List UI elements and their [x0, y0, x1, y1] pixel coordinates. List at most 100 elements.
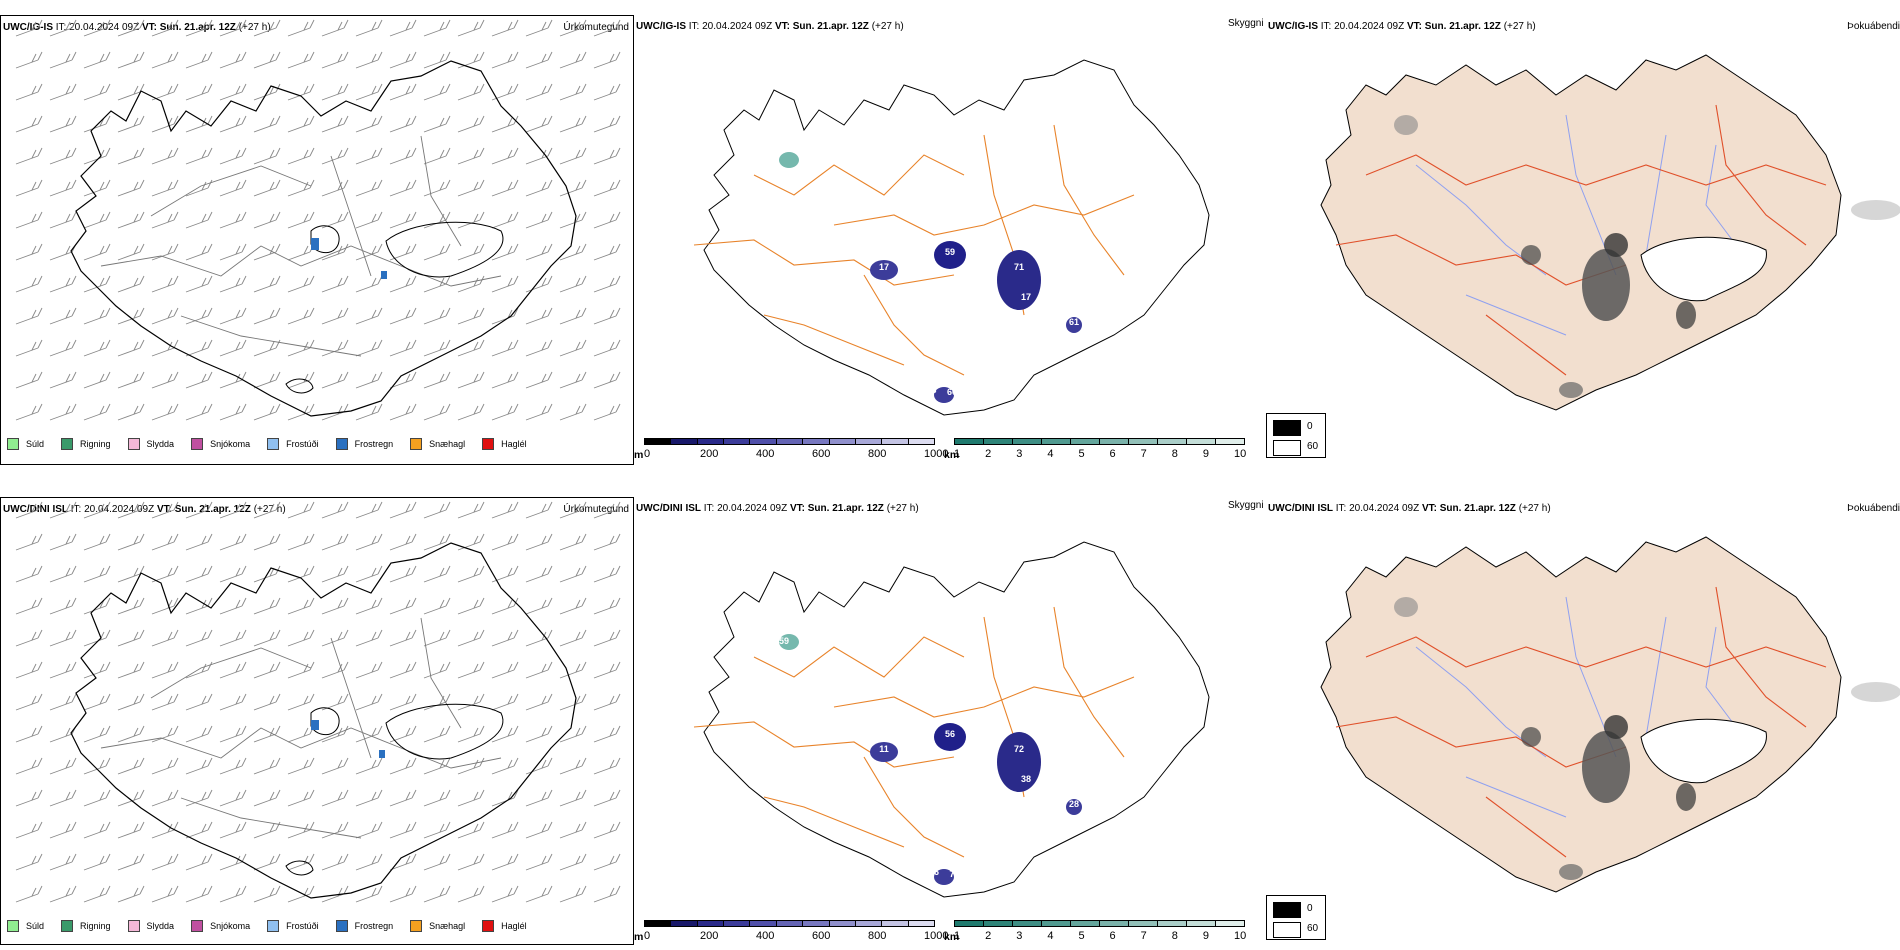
wind-barb [185, 821, 213, 839]
wind-barb [49, 307, 77, 325]
colorbar-tick: 3 [1016, 930, 1023, 942]
colorbar-segment [1157, 920, 1187, 927]
legend-label: Haglél [501, 439, 527, 449]
wind-barb [151, 597, 179, 615]
wind-barb [559, 51, 587, 69]
wind-barb [49, 661, 77, 679]
legend-item: Snjókoma [191, 438, 250, 450]
wind-barb [15, 821, 43, 839]
ceiling-label: 59 [945, 247, 955, 257]
colorbar-segment [881, 438, 909, 445]
wind-barb [389, 533, 417, 551]
wind-barb [355, 275, 383, 293]
fog-legend: 0 60 [1266, 413, 1326, 458]
ceiling-label: 17 [879, 262, 889, 272]
wind-barb [287, 243, 315, 261]
wind-barb [457, 821, 485, 839]
wind-barb [491, 371, 519, 389]
legend-item: Snæhagl [410, 438, 465, 450]
wind-barb [457, 725, 485, 743]
glacier [285, 860, 314, 876]
wind-barb [83, 275, 111, 293]
wind-barb [219, 371, 247, 389]
wind-barb [15, 307, 43, 325]
colorbar-segment [1070, 438, 1100, 445]
wind-barb [559, 693, 587, 711]
wind-barb [219, 725, 247, 743]
wind-barb [15, 597, 43, 615]
it-value: 20.04.2024 09Z [1334, 21, 1405, 32]
wind-barb [15, 115, 43, 133]
wind-barb [185, 339, 213, 357]
colorbar-segment [1128, 438, 1158, 445]
wind-barb [117, 533, 145, 551]
colorbar-tick: 9 [1202, 448, 1209, 460]
wind-barb [423, 597, 451, 615]
roads [693, 124, 1135, 376]
wind-barb [457, 885, 485, 903]
colorbar-tick: 800 [868, 448, 887, 460]
wind-barb [83, 533, 111, 551]
precip-map [15, 501, 621, 903]
wind-barb [219, 243, 247, 261]
wind-barb [491, 725, 519, 743]
wind-barb [185, 533, 213, 551]
wind-barb [457, 19, 485, 37]
wind-barb [15, 629, 43, 647]
wind-barb [525, 51, 553, 69]
iceland-coastline [703, 59, 1210, 416]
ceiling-patches [779, 634, 1082, 885]
legend-swatch [267, 920, 280, 932]
wind-barb [593, 83, 621, 101]
wind-barb [457, 629, 485, 647]
wind-barb [593, 371, 621, 389]
panel-title: Skyggni [1228, 18, 1264, 29]
colorbar-tick: 1 [954, 448, 961, 460]
wind-barb [49, 147, 77, 165]
wind-barb [389, 371, 417, 389]
iceland-land [1320, 536, 1842, 893]
wind-barb [525, 629, 553, 647]
legend-swatch [267, 438, 280, 450]
colorbar-tick: 8 [1171, 448, 1178, 460]
wind-barb [253, 339, 281, 357]
wind-barb [593, 565, 621, 583]
wind-barb [457, 371, 485, 389]
colorbar-segment [828, 920, 856, 927]
wind-barb [151, 243, 179, 261]
wind-barb [219, 147, 247, 165]
wind-barb [355, 757, 383, 775]
wind-barb [457, 853, 485, 871]
wind-barb [185, 693, 213, 711]
wind-barb [559, 821, 587, 839]
cloud-base-panel-row1: UWC/IG-IS IT: 20.04.2024 09Z VT: Sun. 21… [634, 15, 1266, 465]
wind-barb [355, 339, 383, 357]
wind-barb [287, 275, 315, 293]
wind-barb [185, 83, 213, 101]
wind-barb [491, 339, 519, 357]
wind-barb [287, 51, 315, 69]
legend-label: Slydda [146, 439, 175, 449]
wind-barb [389, 51, 417, 69]
wind-barb [219, 821, 247, 839]
wind-barb [117, 275, 145, 293]
panel-title: Úrkomutegund [563, 504, 629, 515]
ceiling-label: 38 [1021, 774, 1031, 784]
wind-barb [491, 19, 519, 37]
wind-barbs [15, 501, 621, 903]
wind-barb [525, 83, 553, 101]
wind-barb [593, 147, 621, 165]
wind-barb [321, 757, 349, 775]
legend-item: Frostúði [267, 920, 319, 932]
wind-barb [491, 179, 519, 197]
colorbar-segment [749, 438, 777, 445]
wind-barb [219, 275, 247, 293]
ceiling-label: 72 [1014, 744, 1024, 754]
wind-barb [321, 51, 349, 69]
wind-barb [491, 789, 519, 807]
wind-barb [423, 885, 451, 903]
wind-barb [287, 757, 315, 775]
wind-barb [83, 243, 111, 261]
wind-barb [321, 211, 349, 229]
